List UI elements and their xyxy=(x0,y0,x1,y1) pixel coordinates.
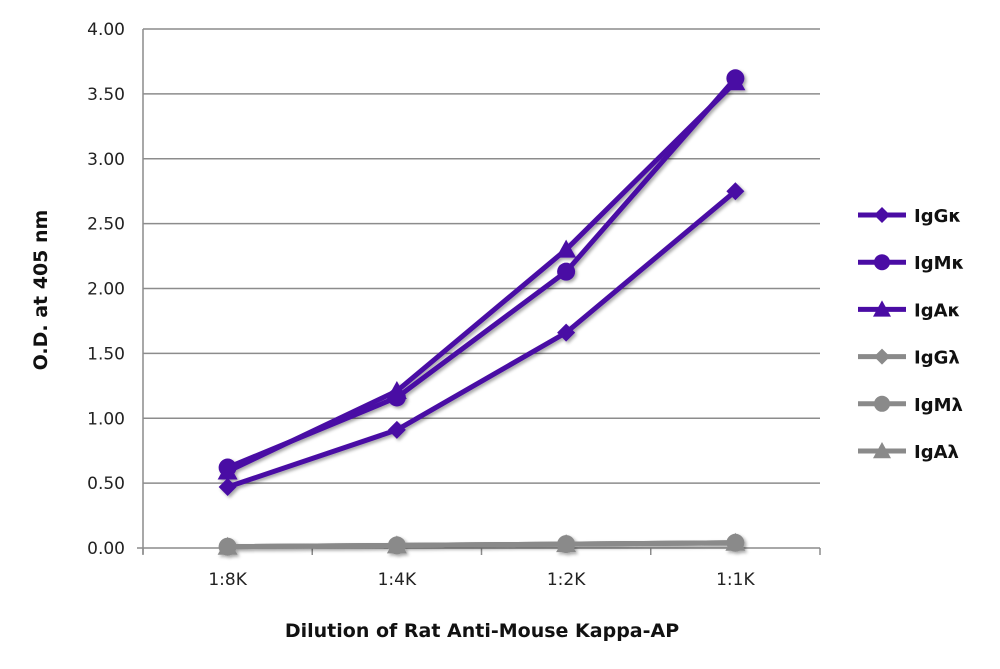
legend-marker xyxy=(874,348,890,365)
legend-item: IgAλ xyxy=(858,442,959,463)
legend-item: IgMλ xyxy=(858,395,963,416)
legend-item: IgGλ xyxy=(858,348,960,369)
data-point xyxy=(217,536,238,555)
series-line xyxy=(226,80,738,474)
data-point xyxy=(557,323,576,342)
y-tick-label: 2.00 xyxy=(87,280,125,300)
legend-marker xyxy=(874,254,890,271)
data-point xyxy=(218,478,237,497)
x-axis-title: Dilution of Rat Anti-Mouse Kappa-AP xyxy=(285,620,679,642)
y-axis-title: O.D. at 405 nm xyxy=(30,210,52,371)
x-tick-label: 1:1K xyxy=(716,570,755,590)
x-tick-label: 1:2K xyxy=(547,570,586,590)
legend-label: IgAλ xyxy=(914,442,959,463)
series-line xyxy=(226,189,737,490)
y-tick-label: 3.00 xyxy=(87,150,125,170)
series-line xyxy=(226,76,738,470)
y-tick-label: 0.00 xyxy=(87,539,125,559)
legend-marker xyxy=(873,442,891,459)
y-tick-label: 2.50 xyxy=(87,215,125,235)
y-tick-label: 3.50 xyxy=(87,85,125,105)
series-2 xyxy=(217,72,746,480)
series-0 xyxy=(218,182,745,497)
legend-label: IgGκ xyxy=(914,206,961,227)
legend-marker xyxy=(874,395,890,412)
legend-marker xyxy=(873,300,891,317)
legend-label: IgMλ xyxy=(914,395,963,416)
data-point xyxy=(726,182,745,201)
data-point xyxy=(557,262,576,281)
y-tick-label: 1.50 xyxy=(87,344,125,364)
y-tick-label: 1.00 xyxy=(87,409,125,429)
data-point xyxy=(725,532,746,551)
data-point xyxy=(387,420,406,439)
series-1 xyxy=(218,69,745,477)
legend-item: IgAκ xyxy=(858,300,960,321)
x-tick-label: 1:4K xyxy=(378,570,417,590)
data-point xyxy=(217,461,238,480)
y-tick-label: 0.50 xyxy=(87,474,125,494)
legend-item: IgGκ xyxy=(858,206,961,227)
y-tick-label: 4.00 xyxy=(87,20,125,40)
data-point xyxy=(556,239,577,258)
legend-label: IgMκ xyxy=(914,253,964,274)
data-point xyxy=(386,535,407,554)
legend-label: IgAκ xyxy=(914,300,960,321)
series-5 xyxy=(217,532,746,555)
legend-item: IgMκ xyxy=(858,253,964,274)
series-line xyxy=(227,540,736,550)
legend-label: IgGλ xyxy=(914,348,960,369)
data-point xyxy=(386,381,407,400)
legend-marker xyxy=(874,207,890,223)
data-point xyxy=(556,534,577,553)
data-point xyxy=(725,72,746,91)
x-tick-label: 1:8K xyxy=(208,570,247,590)
